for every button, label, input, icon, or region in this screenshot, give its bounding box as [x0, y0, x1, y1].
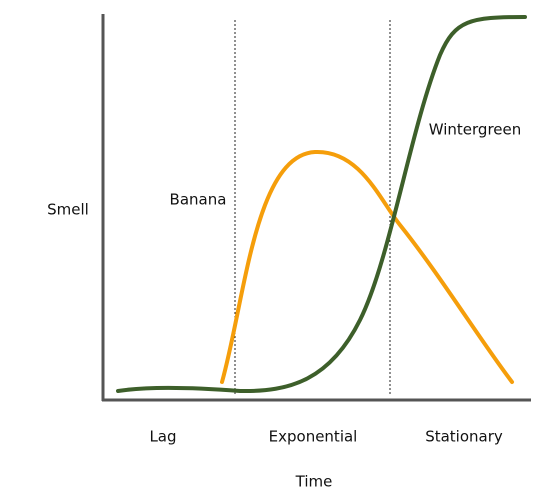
- phase-label: Lag: [149, 428, 176, 446]
- phase-label: Stationary: [425, 428, 503, 446]
- y-axis-label: Smell: [47, 201, 89, 219]
- banana-curve: [220, 149, 514, 384]
- curve-label: Banana: [170, 191, 227, 209]
- x-axis-label: Time: [295, 473, 333, 491]
- phase-label: Exponential: [269, 428, 358, 446]
- curve-label: Wintergreen: [429, 121, 522, 139]
- wintergreen-curve: [116, 15, 527, 394]
